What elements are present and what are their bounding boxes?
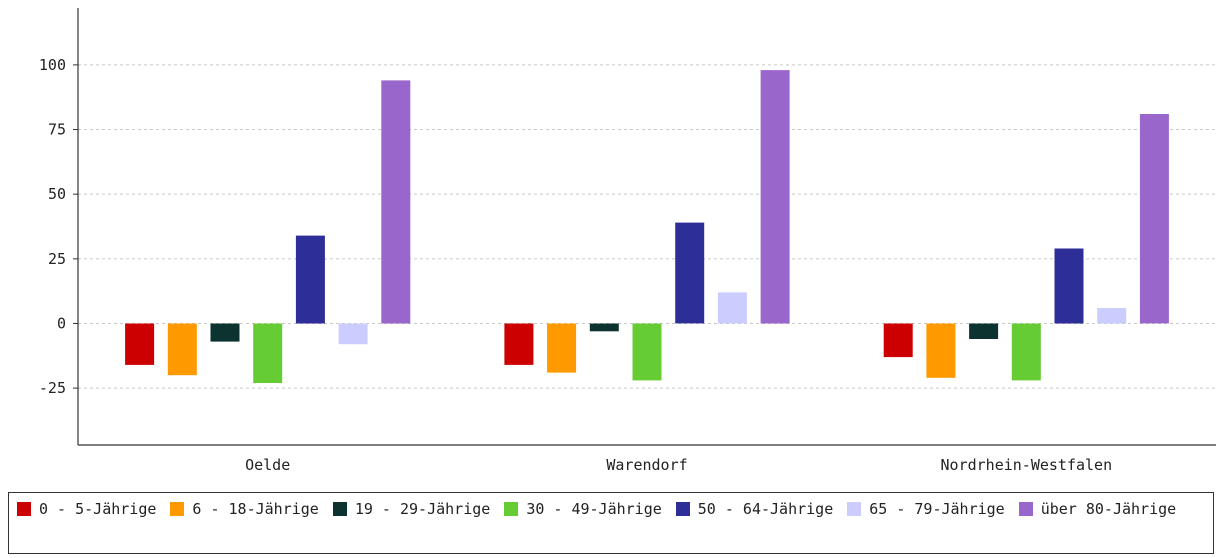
legend-label: über 80-Jährige (1040, 500, 1177, 518)
bar-oelde-series-4 (253, 323, 283, 383)
bar-nordrhein-westfalen-series-2 (926, 323, 956, 378)
y-tick-label: 25 (48, 250, 66, 268)
legend: 0 - 5-Jährige 6 - 18-Jährige 19 - 29-Jähri… (8, 492, 1214, 554)
bar-warendorf-series-6 (717, 292, 747, 324)
legend-label: 65 - 79-Jährige (869, 500, 1005, 518)
bar-oelde-series-2 (167, 323, 197, 376)
bar-oelde-series-7 (381, 80, 411, 324)
chart-plot: -25 0 25 50 75 100 Oelde Warendorf Nordrhein-We… (39, 8, 1216, 474)
bar-oelde-series-3 (210, 323, 240, 342)
y-tick-label: 50 (48, 185, 66, 203)
legend-item: 6 - 18-Jährige (170, 499, 319, 519)
y-tick-labels: -25 0 25 50 75 100 (39, 56, 66, 397)
y-tick-label: -25 (39, 379, 66, 397)
legend-swatch (675, 502, 690, 516)
legend-swatch (1018, 502, 1033, 516)
legend-label: 30 - 49-Jährige (526, 500, 662, 518)
legend-swatch (17, 502, 31, 516)
bar-warendorf-series-2 (547, 323, 577, 373)
bar-warendorf-series-1 (504, 323, 534, 365)
category-label: Warendorf (606, 456, 687, 474)
legend-item: 65 - 79-Jährige (847, 499, 1005, 519)
category-label: Nordrhein-Westfalen (941, 456, 1113, 474)
legend-item: über 80-Jährige (1018, 499, 1177, 519)
bar-nordrhein-westfalen-series-6 (1097, 308, 1127, 324)
y-tick-label: 100 (39, 56, 66, 74)
bar-nordrhein-westfalen-series-4 (1011, 323, 1041, 381)
bar-warendorf-series-5 (675, 222, 705, 324)
legend-label: 50 - 64-Jährige (697, 500, 834, 518)
legend-label: 19 - 29-Jährige (354, 500, 491, 518)
legend-label: 0 - 5-Jährige (39, 500, 157, 518)
category-label: Oelde (245, 456, 290, 474)
axes (73, 8, 1216, 446)
bar-nordrhein-westfalen-series-5 (1054, 248, 1084, 324)
legend-label: 6 - 18-Jährige (192, 500, 319, 518)
legend-swatch (504, 502, 519, 516)
legend-item: 30 - 49-Jährige (504, 499, 662, 519)
y-tick-label: 0 (57, 314, 66, 332)
bar-oelde-series-5 (295, 235, 325, 324)
bar-warendorf-series-3 (589, 323, 619, 332)
bar-warendorf-series-4 (632, 323, 662, 381)
legend-swatch (847, 502, 862, 516)
bar-oelde-series-1 (125, 323, 155, 365)
bars (125, 70, 1169, 383)
grid-lines (78, 64, 1216, 389)
legend-swatch (170, 502, 185, 516)
bar-nordrhein-westfalen-series-1 (883, 323, 913, 358)
legend-item: 0 - 5-Jährige (17, 499, 156, 519)
legend-item: 19 - 29-Jährige (332, 499, 491, 519)
bar-warendorf-series-7 (760, 70, 790, 324)
bar-nordrhein-westfalen-series-3 (969, 323, 999, 339)
bar-oelde-series-6 (338, 323, 368, 345)
legend-swatch (332, 502, 347, 516)
bar-nordrhein-westfalen-series-7 (1139, 114, 1169, 324)
category-labels: Oelde Warendorf Nordrhein-Westfalen (245, 456, 1112, 474)
y-tick-label: 75 (48, 121, 66, 139)
legend-item: 50 - 64-Jährige (675, 499, 834, 519)
